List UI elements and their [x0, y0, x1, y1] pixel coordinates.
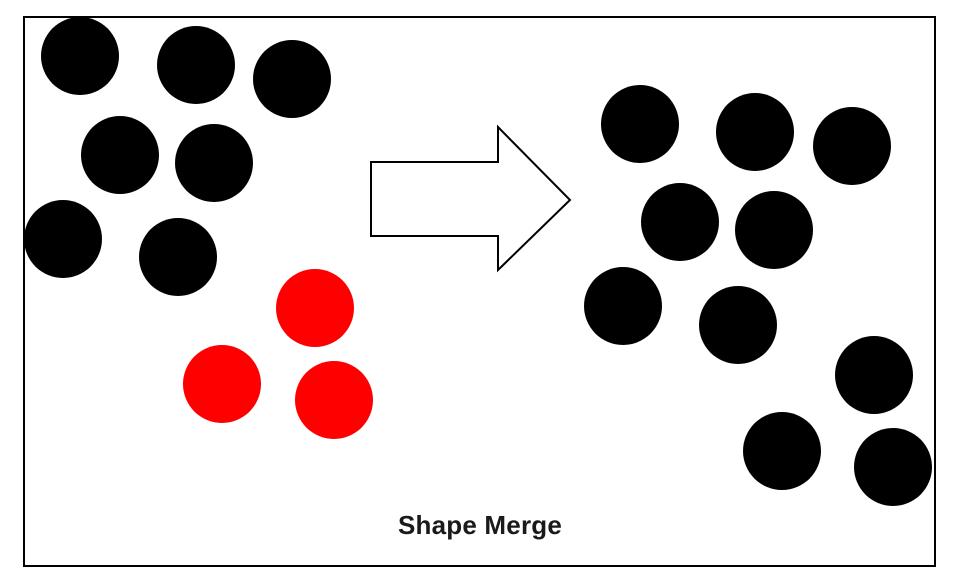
- black-circle: [175, 124, 253, 202]
- red-circle: [295, 361, 373, 439]
- black-circle: [854, 428, 932, 506]
- black-circle: [601, 85, 679, 163]
- red-circle: [183, 345, 261, 423]
- black-circle: [813, 107, 891, 185]
- black-circle: [253, 40, 331, 118]
- black-circle: [139, 218, 217, 296]
- diagram-caption: Shape Merge: [397, 510, 563, 540]
- after-group: [584, 85, 932, 506]
- black-circle: [584, 267, 662, 345]
- black-circle: [699, 286, 777, 364]
- black-circle: [157, 26, 235, 104]
- black-circle: [716, 93, 794, 171]
- black-circle: [641, 183, 719, 261]
- red-circle: [276, 269, 354, 347]
- black-circle: [41, 17, 119, 95]
- before-group: [24, 17, 373, 439]
- black-circle: [743, 412, 821, 490]
- black-circle: [24, 200, 102, 278]
- black-circle: [835, 336, 913, 414]
- merge-arrow-icon: [370, 124, 572, 273]
- black-circle: [735, 191, 813, 269]
- black-circle: [81, 116, 159, 194]
